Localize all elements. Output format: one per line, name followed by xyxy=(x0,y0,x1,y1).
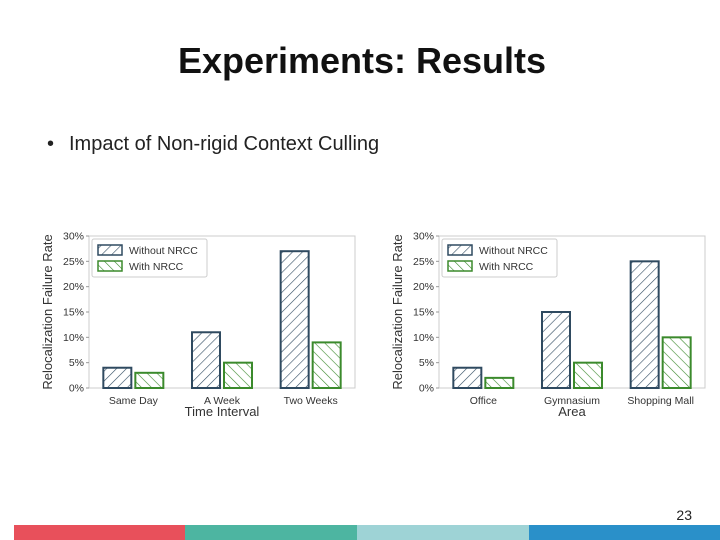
bar-with-nrcc xyxy=(484,376,515,390)
y-tick-label: 30% xyxy=(63,231,84,243)
bar-with-nrcc xyxy=(134,371,165,390)
footer-color-bar xyxy=(14,525,720,540)
legend-label: With NRCC xyxy=(479,261,534,273)
legend-label: Without NRCC xyxy=(479,245,548,257)
footer-segment-blue xyxy=(529,525,720,540)
bar-with-nrcc xyxy=(311,341,342,389)
bullet-text: Impact of Non-rigid Context Culling xyxy=(69,133,380,155)
chart-time-interval-svg: 0% 5% 10% 15% 20% 25% 30% Relocalization Failur… xyxy=(40,231,356,419)
y-tick-label: 10% xyxy=(413,332,434,344)
chart-time-interval: 0% 5% 10% 15% 20% 25% 30% Relocalization Failur… xyxy=(35,222,365,422)
footer-segment-red xyxy=(14,525,185,540)
legend-swatch xyxy=(447,244,473,256)
x-tick-label: Shopping Mall xyxy=(627,395,694,407)
y-tick-label: 30% xyxy=(413,231,434,243)
bar-with-nrcc xyxy=(573,361,603,390)
footer-segment-teal xyxy=(185,525,357,540)
x-tick-label: A Week xyxy=(204,395,241,407)
y-tick-label: 20% xyxy=(63,281,84,293)
x-axis-label: Area xyxy=(558,404,586,419)
bar-without-nrcc xyxy=(279,250,310,390)
chart-area-svg: 0% 5% 10% 15% 20% 25% 30% Relocalization Failur… xyxy=(390,231,706,419)
y-tick-label: 20% xyxy=(413,281,434,293)
legend-swatch xyxy=(97,244,123,256)
y-tick-label: 25% xyxy=(413,256,434,268)
bar-without-nrcc xyxy=(191,331,221,390)
legend-label: With NRCC xyxy=(129,261,184,273)
x-axis-label: Time Interval xyxy=(185,404,260,419)
y-tick-label: 15% xyxy=(63,307,84,319)
x-tick-label: Same Day xyxy=(109,395,159,407)
chart-legend: Without NRCC With NRCC xyxy=(441,238,558,278)
x-tick-label: Gymnasium xyxy=(544,395,600,407)
chart-area: 0% 5% 10% 15% 20% 25% 30% Relocalization Failur… xyxy=(385,222,715,422)
y-tick-label: 5% xyxy=(69,357,84,369)
y-axis-label: Relocalization Failure Rate xyxy=(390,234,405,389)
y-tick-label: 0% xyxy=(419,383,434,395)
bar-with-nrcc xyxy=(661,336,692,390)
footer-segment-light-blue xyxy=(357,525,529,540)
slide-title: Experiments: Results xyxy=(177,40,547,81)
chart-legend: Without NRCC With NRCC xyxy=(91,238,208,278)
y-tick-label: 15% xyxy=(413,307,434,319)
bar-with-nrcc xyxy=(223,361,253,390)
y-tick-label: 0% xyxy=(69,383,84,395)
bar-without-nrcc xyxy=(541,311,571,389)
y-axis-label: Relocalization Failure Rate xyxy=(40,234,55,389)
legend-swatch xyxy=(447,260,473,272)
bar-without-nrcc xyxy=(102,366,133,390)
bullet-point: • Impact of Non-rigid Context Culling xyxy=(47,133,379,156)
bar-without-nrcc xyxy=(629,260,660,389)
y-tick-label: 25% xyxy=(63,256,84,268)
legend-label: Without NRCC xyxy=(129,245,198,257)
bar-without-nrcc xyxy=(452,366,483,390)
bullet-marker: • xyxy=(47,133,55,155)
legend-swatch xyxy=(97,260,123,272)
x-tick-label: Office xyxy=(470,395,497,407)
y-tick-label: 10% xyxy=(63,332,84,344)
page-number: 23 xyxy=(676,507,692,523)
x-tick-label: Two Weeks xyxy=(284,395,338,407)
y-tick-label: 5% xyxy=(419,357,434,369)
